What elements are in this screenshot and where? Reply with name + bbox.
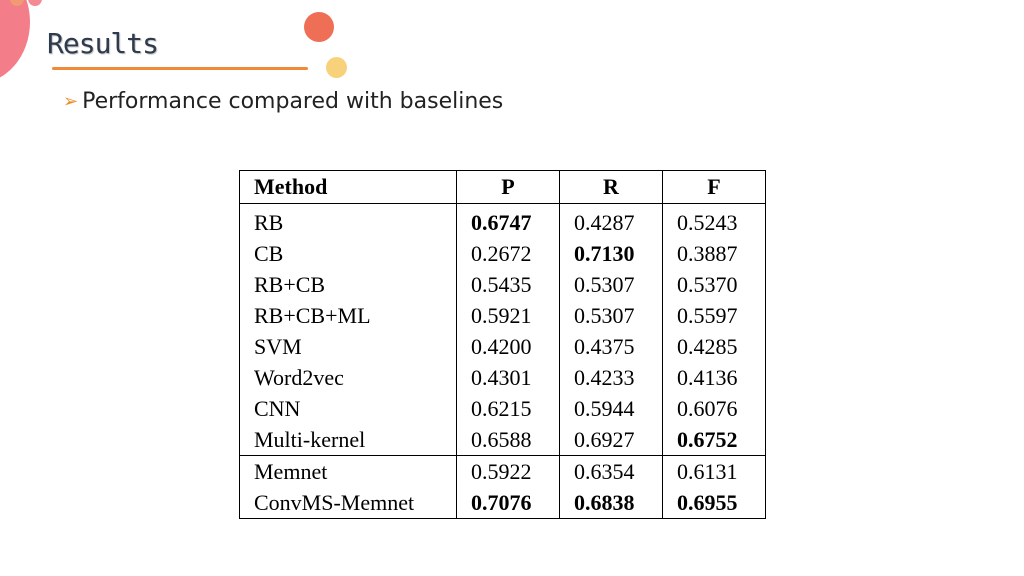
- slide-title: Results: [47, 27, 159, 60]
- p-cell: 0.5435: [456, 269, 560, 300]
- header-p: P: [456, 170, 560, 204]
- bullet-text: Performance compared with baselines: [82, 89, 504, 114]
- table-row: RB 0.6747 0.4287 0.5243: [239, 203, 766, 238]
- f-cell: 0.5243: [662, 203, 766, 238]
- p-cell: 0.4200: [456, 331, 560, 362]
- r-cell: 0.6927: [559, 424, 663, 456]
- r-cell: 0.4233: [559, 362, 663, 393]
- method-cell: SVM: [239, 331, 457, 362]
- method-cell: Word2vec: [239, 362, 457, 393]
- bullet-item: ➢ Performance compared with baselines: [63, 89, 503, 114]
- table-row: SVM 0.4200 0.4375 0.4285: [239, 331, 766, 362]
- table-row: RB+CB+ML 0.5921 0.5307 0.5597: [239, 300, 766, 331]
- p-cell: 0.7076: [456, 487, 560, 519]
- r-cell: 0.5944: [559, 393, 663, 424]
- header-f: F: [662, 170, 766, 204]
- f-cell: 0.3887: [662, 238, 766, 269]
- header-method: Method: [239, 170, 457, 204]
- p-cell: 0.6215: [456, 393, 560, 424]
- p-cell: 0.5922: [456, 455, 560, 487]
- title-underline: [52, 67, 308, 70]
- method-cell: ConvMS-Memnet: [239, 487, 457, 519]
- f-cell: 0.6752: [662, 424, 766, 456]
- r-cell: 0.4287: [559, 203, 663, 238]
- decorative-circle: [0, 0, 30, 84]
- decorative-circle: [304, 12, 334, 42]
- f-cell: 0.4136: [662, 362, 766, 393]
- decorative-circle: [28, 0, 42, 6]
- arrow-right-icon: ➢: [63, 91, 79, 112]
- table-row: Multi-kernel 0.6588 0.6927 0.6752: [239, 424, 766, 456]
- r-cell: 0.4375: [559, 331, 663, 362]
- decorative-circle: [326, 57, 347, 78]
- r-cell: 0.5307: [559, 269, 663, 300]
- f-cell: 0.6955: [662, 487, 766, 519]
- header-r: R: [559, 170, 663, 204]
- p-cell: 0.2672: [456, 238, 560, 269]
- f-cell: 0.5597: [662, 300, 766, 331]
- table-header-row: Method P R F: [239, 170, 766, 204]
- table-row: CNN 0.6215 0.5944 0.6076: [239, 393, 766, 424]
- table-row: RB+CB 0.5435 0.5307 0.5370: [239, 269, 766, 300]
- method-cell: CNN: [239, 393, 457, 424]
- r-cell: 0.6354: [559, 455, 663, 487]
- table-row: Memnet 0.5922 0.6354 0.6131: [239, 455, 766, 487]
- f-cell: 0.5370: [662, 269, 766, 300]
- f-cell: 0.4285: [662, 331, 766, 362]
- method-cell: RB+CB+ML: [239, 300, 457, 331]
- method-cell: RB: [239, 203, 457, 238]
- decorative-circle: [10, 0, 24, 6]
- results-table: Method P R F RB 0.6747 0.4287 0.5243 CB 0.267…: [239, 170, 766, 519]
- p-cell: 0.4301: [456, 362, 560, 393]
- r-cell: 0.6838: [559, 487, 663, 519]
- table-row: CB 0.2672 0.7130 0.3887: [239, 238, 766, 269]
- p-cell: 0.6747: [456, 203, 560, 238]
- r-cell: 0.7130: [559, 238, 663, 269]
- p-cell: 0.5921: [456, 300, 560, 331]
- method-cell: CB: [239, 238, 457, 269]
- f-cell: 0.6076: [662, 393, 766, 424]
- p-cell: 0.6588: [456, 424, 560, 456]
- method-cell: RB+CB: [239, 269, 457, 300]
- method-cell: Multi-kernel: [239, 424, 457, 456]
- method-cell: Memnet: [239, 455, 457, 487]
- table-row: Word2vec 0.4301 0.4233 0.4136: [239, 362, 766, 393]
- table-row: ConvMS-Memnet 0.7076 0.6838 0.6955: [239, 487, 766, 519]
- r-cell: 0.5307: [559, 300, 663, 331]
- f-cell: 0.6131: [662, 455, 766, 487]
